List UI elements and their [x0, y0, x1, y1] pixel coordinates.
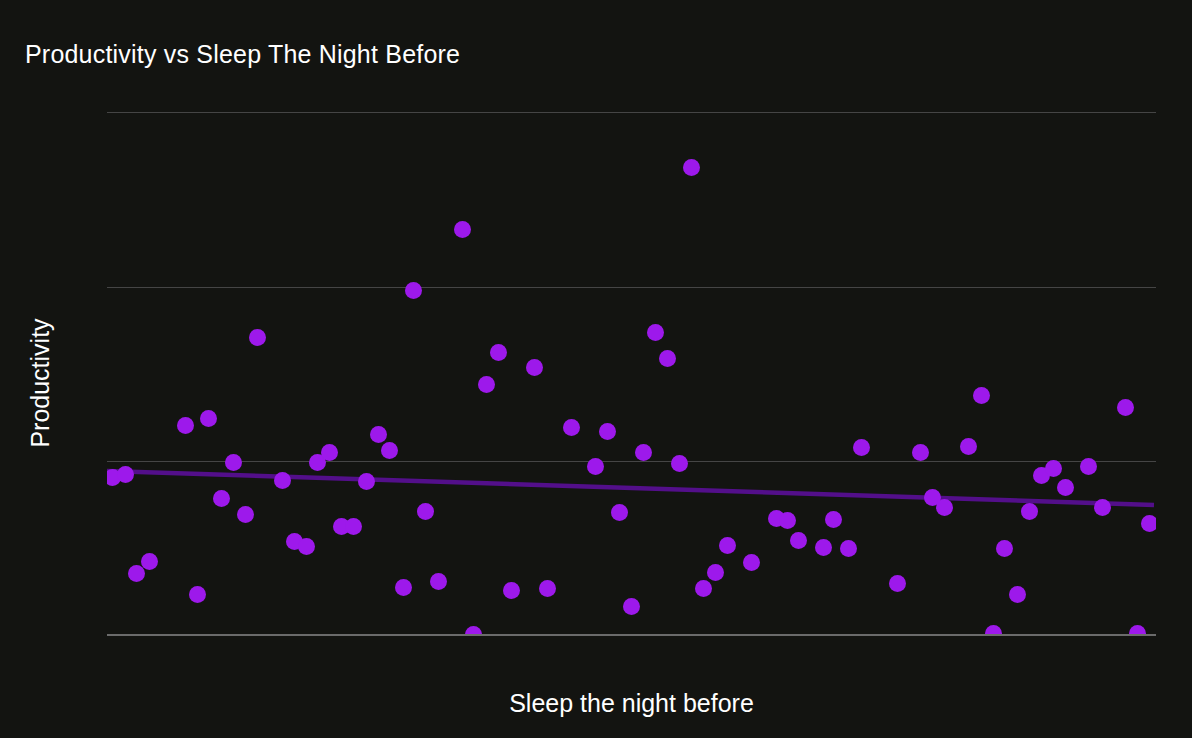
data-point[interactable]: [611, 504, 628, 521]
data-point[interactable]: [815, 539, 832, 556]
data-point[interactable]: [405, 282, 422, 299]
data-point[interactable]: [200, 410, 217, 427]
data-point[interactable]: [1117, 399, 1134, 416]
data-point[interactable]: [659, 350, 676, 367]
data-point[interactable]: [249, 329, 266, 346]
data-point[interactable]: [465, 626, 482, 637]
data-point[interactable]: [1021, 503, 1038, 520]
data-point[interactable]: [177, 417, 194, 434]
y-axis-title: Productivity: [26, 318, 55, 447]
data-point[interactable]: [298, 538, 315, 555]
data-point[interactable]: [671, 455, 688, 472]
data-point[interactable]: [985, 625, 1002, 637]
chart-title: Productivity vs Sleep The Night Before: [25, 40, 460, 69]
data-point[interactable]: [370, 426, 387, 443]
data-point[interactable]: [719, 537, 736, 554]
data-point[interactable]: [635, 444, 652, 461]
data-point[interactable]: [623, 598, 640, 615]
data-point[interactable]: [1045, 460, 1062, 477]
data-point[interactable]: [128, 565, 145, 582]
x-axis-title: Sleep the night before: [107, 689, 1156, 718]
data-point[interactable]: [587, 458, 604, 475]
data-point[interactable]: [430, 573, 447, 590]
trendline-layer: [107, 112, 1156, 634]
data-point[interactable]: [321, 444, 338, 461]
data-point[interactable]: [189, 586, 206, 603]
data-point[interactable]: [1141, 515, 1157, 532]
data-point[interactable]: [647, 324, 664, 341]
data-point[interactable]: [996, 540, 1013, 557]
data-point[interactable]: [683, 159, 700, 176]
data-point[interactable]: [853, 439, 870, 456]
data-point[interactable]: [912, 444, 929, 461]
data-point[interactable]: [599, 423, 616, 440]
scatter-plot-area[interactable]: [107, 112, 1156, 636]
data-point[interactable]: [395, 579, 412, 596]
data-point[interactable]: [490, 344, 507, 361]
data-point[interactable]: [1094, 499, 1111, 516]
data-point[interactable]: [790, 532, 807, 549]
trendline: [107, 471, 1154, 505]
data-point[interactable]: [213, 490, 230, 507]
data-point[interactable]: [141, 553, 158, 570]
data-point[interactable]: [274, 472, 291, 489]
data-point[interactable]: [478, 376, 495, 393]
data-point[interactable]: [889, 575, 906, 592]
data-point[interactable]: [779, 512, 796, 529]
data-point[interactable]: [526, 359, 543, 376]
data-point[interactable]: [960, 438, 977, 455]
data-point[interactable]: [503, 582, 520, 599]
data-point[interactable]: [563, 419, 580, 436]
data-point[interactable]: [225, 454, 242, 471]
data-point[interactable]: [417, 503, 434, 520]
data-point[interactable]: [1057, 479, 1074, 496]
data-point[interactable]: [117, 466, 134, 483]
data-point[interactable]: [1129, 625, 1146, 637]
data-point[interactable]: [936, 499, 953, 516]
data-point[interactable]: [454, 221, 471, 238]
data-point[interactable]: [345, 518, 362, 535]
data-point[interactable]: [539, 580, 556, 597]
data-point[interactable]: [695, 580, 712, 597]
data-point[interactable]: [973, 387, 990, 404]
data-point[interactable]: [743, 554, 760, 571]
data-point[interactable]: [840, 540, 857, 557]
data-point[interactable]: [381, 442, 398, 459]
data-point[interactable]: [358, 473, 375, 490]
data-point[interactable]: [1009, 586, 1026, 603]
data-point[interactable]: [1080, 458, 1097, 475]
data-point[interactable]: [825, 511, 842, 528]
data-point[interactable]: [707, 564, 724, 581]
data-point[interactable]: [237, 506, 254, 523]
